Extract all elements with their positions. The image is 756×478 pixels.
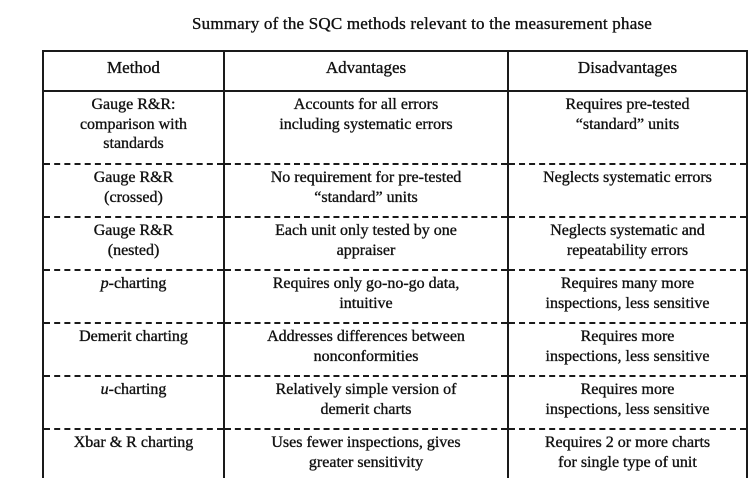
advantages-cell: Addresses differences between nonconform…: [223, 322, 509, 376]
method-text: -charting: [108, 381, 167, 398]
table-row: u-charting Relatively simple version of …: [42, 375, 748, 429]
advantages-text: No requirement for pre-tested “standard”…: [270, 169, 462, 206]
method-italic-prefix: p: [100, 275, 109, 292]
disadvantages-text: Neglects systematic and repeatability er…: [550, 222, 705, 259]
page-title: Summary of the SQC methods relevant to t…: [191, 14, 653, 33]
method-text: Gauge R&R: comparison with standards: [79, 96, 188, 153]
table-row: Demerit charting Addresses differences b…: [42, 322, 748, 376]
method-cell: Xbar & R charting: [42, 428, 225, 478]
disadvantages-cell: Requires many more inspections, less sen…: [507, 269, 748, 323]
advantages-cell: Relatively simple version of demerit cha…: [223, 375, 509, 429]
disadvantages-text: Neglects systematic errors: [543, 169, 712, 186]
disadvantages-text: Requires many more inspections, less sen…: [545, 275, 710, 312]
advantages-text: Requires only go-no-go data, intuitive: [272, 275, 460, 312]
method-text: Gauge R&R (crossed): [93, 169, 174, 206]
col-header-disadvantages-label: Disadvantages: [577, 58, 678, 77]
method-cell: Gauge R&R (nested): [42, 216, 225, 270]
advantages-cell: Accounts for all errors including system…: [223, 91, 509, 164]
col-header-advantages-label: Advantages: [325, 58, 407, 77]
method-italic-prefix: u: [100, 381, 109, 398]
advantages-cell: Uses fewer inspections, gives greater se…: [223, 428, 509, 478]
disadvantages-text: Requires pre-tested “standard” units: [565, 96, 690, 133]
disadvantages-cell: Requires more inspections, less sensitiv…: [507, 375, 748, 429]
disadvantages-cell: Requires 2 or more charts for single typ…: [507, 428, 748, 478]
method-cell: Gauge R&R (crossed): [42, 163, 225, 217]
table-row: Gauge R&R (crossed) No requirement for p…: [42, 163, 748, 217]
table-row: p-charting Requires only go-no-go data, …: [42, 269, 748, 323]
advantages-text: Addresses differences between nonconform…: [267, 328, 465, 365]
disadvantages-text: Requires more inspections, less sensitiv…: [545, 328, 710, 365]
advantages-cell: No requirement for pre-tested “standard”…: [223, 163, 509, 217]
advantages-text: Relatively simple version of demerit cha…: [275, 381, 457, 418]
advantages-cell: Requires only go-no-go data, intuitive: [223, 269, 509, 323]
advantages-cell: Each unit only tested by one appraiser: [223, 216, 509, 270]
method-cell: u-charting: [42, 375, 225, 429]
method-text: Demerit charting: [79, 328, 188, 345]
col-header-advantages: Advantages: [223, 51, 509, 92]
table-row: Xbar & R charting Uses fewer inspections…: [42, 428, 748, 478]
method-text: Gauge R&R (nested): [93, 222, 174, 259]
disadvantages-cell: Requires more inspections, less sensitiv…: [507, 322, 748, 376]
method-cell: Gauge R&R: comparison with standards: [42, 91, 225, 164]
method-text: -charting: [108, 275, 167, 292]
advantages-text: Each unit only tested by one appraiser: [275, 222, 457, 259]
advantages-text: Uses fewer inspections, gives greater se…: [271, 434, 461, 471]
table-row: Gauge R&R: comparison with standards Acc…: [42, 91, 748, 164]
disadvantages-cell: Neglects systematic errors: [507, 163, 748, 217]
header-row: Method Advantages Disadvantages: [42, 51, 748, 92]
col-header-disadvantages: Disadvantages: [507, 51, 748, 92]
method-cell: p-charting: [42, 269, 225, 323]
method-cell: Demerit charting: [42, 322, 225, 376]
disadvantages-text: Requires more inspections, less sensitiv…: [545, 381, 710, 418]
col-header-method: Method: [42, 51, 225, 92]
sqc-methods-table: Method Advantages Disadvantages Gauge R&…: [42, 50, 748, 478]
disadvantages-text: Requires 2 or more charts for single typ…: [544, 434, 711, 471]
method-text: Xbar & R charting: [73, 434, 194, 451]
disadvantages-cell: Requires pre-tested “standard” units: [507, 91, 748, 164]
disadvantages-cell: Neglects systematic and repeatability er…: [507, 216, 748, 270]
col-header-method-label: Method: [107, 58, 160, 77]
table-row: Gauge R&R (nested) Each unit only tested…: [42, 216, 748, 270]
advantages-text: Accounts for all errors including system…: [279, 96, 453, 133]
